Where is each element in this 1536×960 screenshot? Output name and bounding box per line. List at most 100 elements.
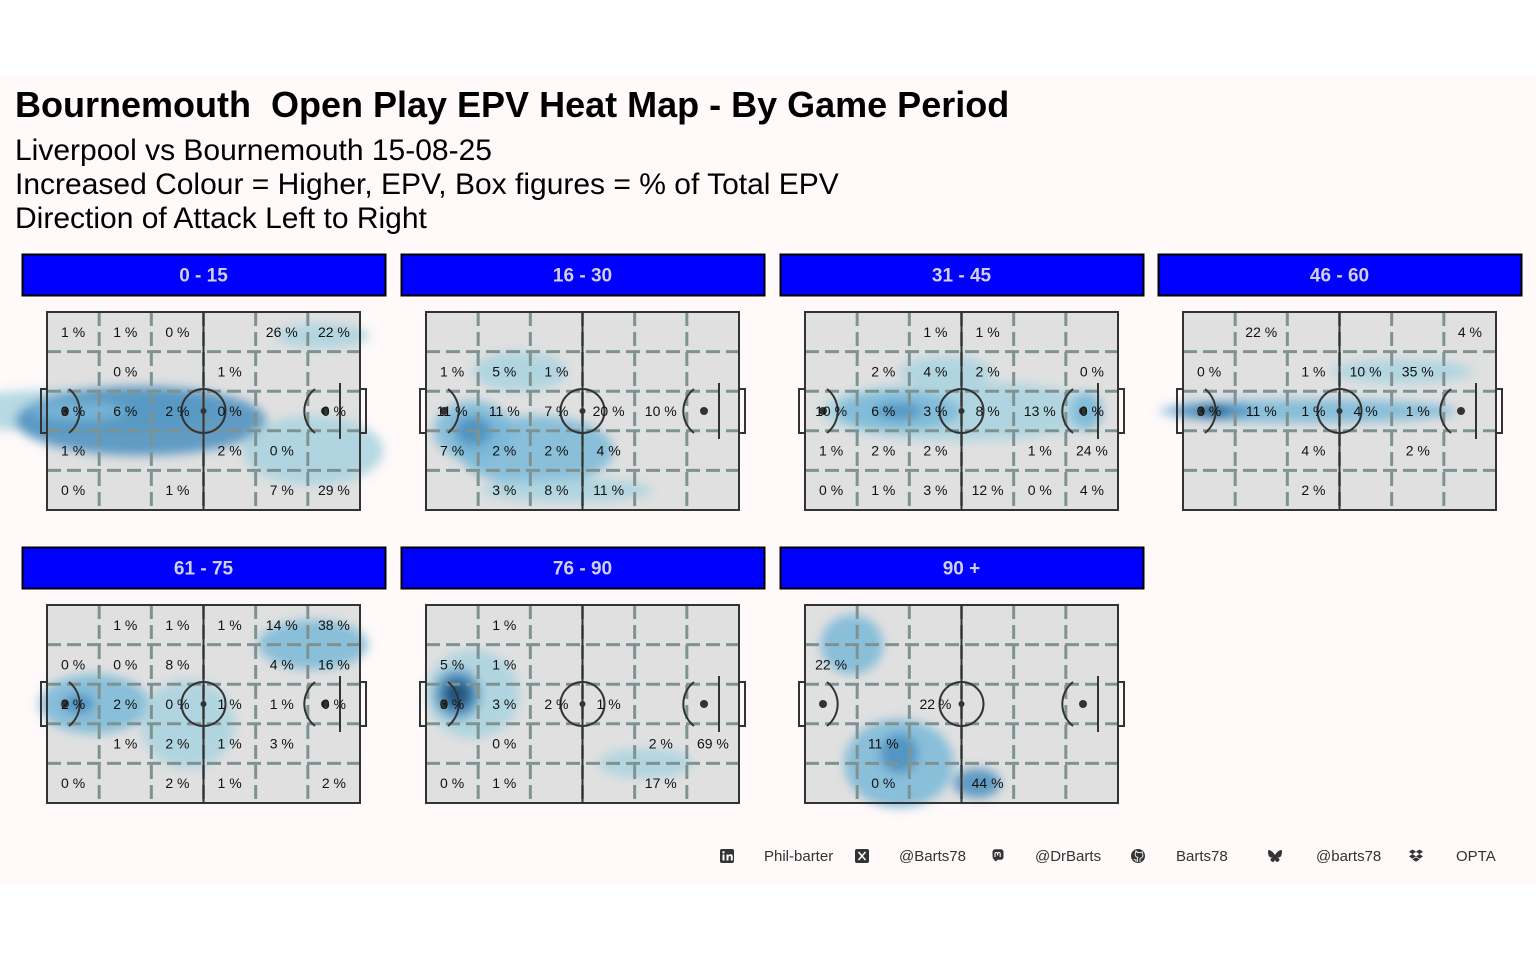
cell-percentage-label: 11 % bbox=[1246, 403, 1277, 419]
cell-percentage-label: 4 % bbox=[1458, 324, 1482, 340]
right-penalty-spot bbox=[321, 700, 329, 708]
footer-mastodon-handle: @DrBarts bbox=[1035, 848, 1102, 865]
left-penalty-arc bbox=[826, 388, 839, 434]
cell-percentage-label: 3 % bbox=[923, 482, 947, 498]
cell-percentage-label: 1 % bbox=[61, 443, 85, 459]
cell-percentage-label: 1 % bbox=[544, 363, 568, 379]
cell-percentage-label: 0 % bbox=[871, 775, 895, 791]
cell-percentage-label: 11 % bbox=[868, 736, 899, 752]
facet-strip bbox=[400, 253, 766, 297]
cell-percentage-label: 6 % bbox=[871, 403, 895, 419]
facet-panel: 0 - 15 1 % 1 % 0 % 26 % 22 % 0 % 1 % 3 % 6 % 2 % 0 … bbox=[0, 253, 387, 511]
right-penalty-arc bbox=[303, 388, 316, 434]
density-region bbox=[242, 415, 384, 486]
cell-percentage-label: 22 % bbox=[919, 696, 951, 712]
facet-panel: 61 - 75 1 % 1 % 1 % 14 % 38 % 0 % 0 % 8 % 4 % 16 %… bbox=[21, 546, 387, 804]
density-region bbox=[1331, 359, 1473, 384]
footer-credits: Phil-barter @Barts78 @DrBarts Barts78 @b… bbox=[0, 838, 1536, 878]
cell-percentage-label: 2 % bbox=[165, 775, 189, 791]
cell-percentage-label: 4 % bbox=[1301, 443, 1325, 459]
right-goal bbox=[739, 681, 746, 727]
right-penalty-spot bbox=[1079, 407, 1087, 415]
facet-strip bbox=[21, 546, 387, 590]
facet-strip-label: 16 - 30 bbox=[553, 266, 612, 287]
footer-x-handle: @Barts78 bbox=[899, 848, 966, 865]
bluesky-icon bbox=[1268, 850, 1282, 862]
figure: Bournemouth Open Play EPV Heat Map - By … bbox=[0, 76, 1536, 884]
cell-percentage-label: 2 % bbox=[492, 443, 516, 459]
density-region bbox=[480, 478, 653, 503]
cell-percentage-label: 4 % bbox=[270, 656, 294, 672]
right-penalty-arc bbox=[682, 681, 695, 727]
right-goal bbox=[739, 388, 746, 434]
cell-percentage-label: 0 % bbox=[61, 775, 85, 791]
cell-percentage-label: 24 % bbox=[1076, 443, 1108, 459]
centre-spot bbox=[200, 701, 207, 707]
cell-percentage-label: 1 % bbox=[113, 324, 137, 340]
facet-strip-label: 31 - 45 bbox=[932, 266, 992, 287]
cell-percentage-label: 2 % bbox=[165, 403, 189, 419]
cell-percentage-label: 1 % bbox=[976, 324, 1000, 340]
facet-panel: 31 - 45 1 % 1 % 2 % 4 % 2 % 0 % 10 % 6 % 3 % 8 % 13… bbox=[779, 253, 1145, 511]
right-penalty-arc bbox=[682, 388, 695, 434]
left-goal bbox=[419, 388, 426, 434]
centre-circle bbox=[938, 681, 985, 727]
centre-spot bbox=[200, 408, 207, 414]
cell-percentage-label: 11 % bbox=[489, 403, 520, 419]
cell-percentage-label: 2 % bbox=[218, 443, 242, 459]
cell-percentage-label: 29 % bbox=[318, 482, 350, 498]
dropbox-icon bbox=[1409, 849, 1423, 862]
right-penalty-arc bbox=[1061, 681, 1074, 727]
cell-percentage-label: 13 % bbox=[1024, 403, 1056, 419]
chart-title: Bournemouth Open Play EPV Heat Map - By … bbox=[15, 84, 1010, 125]
right-goal bbox=[1118, 388, 1125, 434]
density-region bbox=[472, 351, 567, 392]
cell-percentage-label: 0 % bbox=[270, 443, 294, 459]
cell-percentage-label: 20 % bbox=[593, 403, 625, 419]
footer-bluesky-handle: @barts78 bbox=[1316, 848, 1382, 865]
cell-percentage-label: 69 % bbox=[697, 736, 729, 752]
left-penalty-spot bbox=[440, 700, 448, 708]
cell-percentage-label: 1 % bbox=[1406, 403, 1430, 419]
subtitle-match: Liverpool vs Bournemouth 15-08-25 bbox=[15, 134, 492, 167]
cell-percentage-label: 3 % bbox=[1197, 403, 1221, 419]
footer-data-source: OPTA bbox=[1456, 848, 1496, 865]
left-penalty-arc bbox=[826, 681, 839, 727]
cell-percentage-label: 22 % bbox=[318, 324, 350, 340]
density-region bbox=[898, 356, 993, 387]
facet-strip-label: 90 + bbox=[943, 559, 981, 580]
cell-percentage-label: 1 % bbox=[492, 656, 516, 672]
left-penalty-spot bbox=[1197, 407, 1205, 415]
centre-circle bbox=[180, 681, 227, 727]
cell-percentage-label: 2 % bbox=[165, 736, 189, 752]
cell-percentage-label: 2 % bbox=[1301, 482, 1325, 498]
left-penalty-arc bbox=[1204, 388, 1217, 434]
cell-percentage-label: 2 % bbox=[113, 696, 137, 712]
right-penalty-spot bbox=[1457, 407, 1465, 415]
left-goal bbox=[1176, 388, 1183, 434]
centre-circle bbox=[1316, 388, 1363, 434]
cell-percentage-label: 17 % bbox=[645, 775, 677, 791]
cell-percentage-label: 3 % bbox=[923, 403, 947, 419]
facet-strip bbox=[400, 546, 766, 590]
cell-percentage-label: 4 % bbox=[923, 363, 947, 379]
density-region bbox=[275, 323, 370, 348]
right-penalty-arc bbox=[1061, 388, 1074, 434]
cell-percentage-label: 3 % bbox=[440, 696, 464, 712]
cell-percentage-label: 7 % bbox=[270, 482, 294, 498]
cell-percentage-label: 5 % bbox=[440, 656, 464, 672]
cell-percentage-label: 2 % bbox=[544, 696, 568, 712]
cell-percentage-label: 1 % bbox=[923, 324, 947, 340]
density-region bbox=[444, 687, 458, 702]
left-goal bbox=[798, 681, 805, 727]
cell-percentage-label: 1 % bbox=[597, 696, 621, 712]
cell-percentage-label: 1 % bbox=[218, 736, 242, 752]
cell-percentage-label: 5 % bbox=[492, 363, 516, 379]
cell-percentage-label: 1 % bbox=[165, 617, 189, 633]
cell-percentage-label: 1 % bbox=[1301, 363, 1325, 379]
centre-spot bbox=[579, 701, 586, 707]
cell-percentage-label: 1 % bbox=[440, 363, 464, 379]
facet-strip-label: 46 - 60 bbox=[1310, 266, 1369, 287]
facet-strip bbox=[1157, 253, 1523, 297]
centre-circle bbox=[180, 388, 227, 434]
